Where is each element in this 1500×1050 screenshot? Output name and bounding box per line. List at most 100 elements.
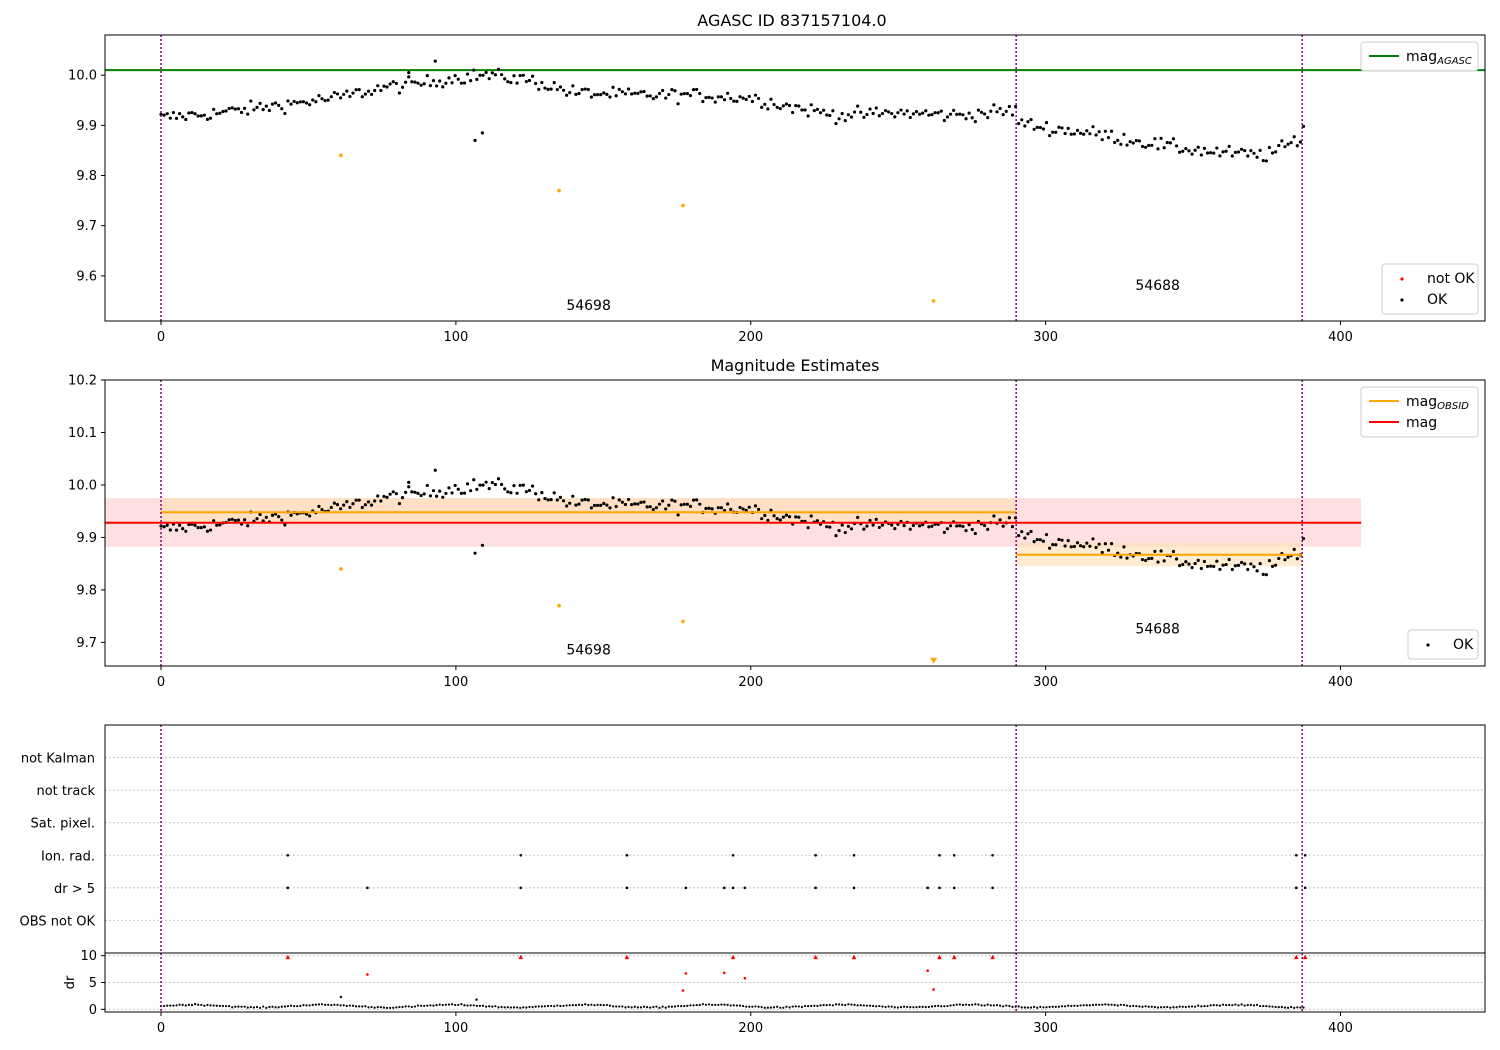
ok-point	[480, 543, 485, 547]
ok-point	[1181, 149, 1185, 153]
ok-point	[976, 108, 981, 112]
ok-point	[1097, 130, 1101, 134]
ok-point	[896, 111, 900, 115]
ok-point	[552, 491, 556, 495]
ok-point	[484, 480, 488, 484]
ok-point	[236, 518, 241, 522]
ok-point	[218, 523, 222, 527]
ok-point	[825, 113, 829, 117]
ok-point	[218, 111, 222, 115]
ok-point	[620, 500, 624, 504]
dr-point	[850, 1003, 853, 1006]
dr-point	[1085, 1004, 1088, 1007]
ok-point	[921, 523, 925, 527]
ok-point	[558, 85, 563, 89]
dr-point	[221, 1004, 225, 1008]
ok-point	[1181, 562, 1185, 567]
ok-point	[431, 489, 436, 493]
ok-point	[1122, 545, 1126, 549]
dr-point	[754, 1005, 757, 1008]
ok-point	[704, 96, 708, 100]
dr-point	[1194, 1005, 1197, 1008]
dr-point	[543, 1005, 547, 1008]
dr-point	[1271, 1005, 1274, 1008]
ok-point	[286, 99, 290, 103]
ok-point	[911, 523, 915, 528]
flag-point	[731, 853, 735, 857]
ok-point	[986, 527, 990, 531]
dr-point	[766, 1006, 769, 1009]
dr-point	[692, 1004, 695, 1007]
dr-point	[249, 1005, 252, 1009]
dr-red-point	[743, 976, 747, 980]
dr-point	[172, 1004, 175, 1007]
ok-point	[1119, 142, 1123, 146]
dr-point	[590, 1003, 593, 1006]
ok-point	[651, 97, 655, 101]
ok-point	[1267, 145, 1272, 150]
ok-point	[478, 73, 482, 77]
dr-point	[1265, 1004, 1268, 1008]
ok-point	[948, 112, 953, 116]
ok-point	[828, 113, 832, 118]
dr-point	[494, 1005, 497, 1008]
ok-point	[339, 507, 343, 511]
flag-point	[952, 886, 956, 890]
flag-point	[731, 886, 735, 890]
dr-point	[822, 1004, 825, 1007]
ok-point	[1274, 150, 1278, 154]
ok-point	[574, 503, 578, 507]
dr-point	[865, 1004, 869, 1007]
ok-point	[1060, 126, 1064, 130]
ok-point	[1103, 542, 1107, 546]
dr-point	[370, 1005, 373, 1009]
ok-point	[846, 524, 850, 528]
ok-point	[233, 107, 237, 111]
ok-point	[998, 106, 1002, 111]
dr-point	[800, 1005, 804, 1009]
ok-point	[270, 102, 275, 106]
ok-point	[1261, 572, 1265, 576]
flag-point	[852, 886, 856, 890]
dr-point	[1262, 1004, 1265, 1008]
dr-point	[522, 1006, 525, 1009]
ok-point	[837, 117, 841, 121]
dr-point	[618, 1005, 621, 1008]
ok-point	[456, 487, 460, 491]
ok-point	[899, 108, 903, 112]
dr-point	[1290, 1005, 1293, 1009]
y-tick-label: 10.2	[68, 374, 97, 389]
ok-point	[546, 498, 550, 502]
ok-point	[277, 515, 281, 519]
ok-point	[407, 75, 411, 79]
ok-point	[809, 514, 813, 518]
ok-point	[258, 512, 262, 517]
ok-point	[967, 111, 971, 115]
dr-point	[918, 1005, 921, 1009]
ok-point	[205, 117, 210, 121]
obsid-annotation: 54688	[1135, 622, 1180, 638]
dr-point	[1231, 1004, 1234, 1007]
dr-point	[519, 1006, 522, 1010]
ok-point	[992, 103, 996, 107]
ok-point	[580, 88, 584, 92]
ok-point	[726, 502, 730, 506]
dr-point	[701, 1003, 704, 1006]
ok-point	[1270, 564, 1275, 568]
ok-point	[243, 518, 247, 522]
ok-point	[1066, 538, 1070, 543]
dr-point	[1286, 1006, 1290, 1009]
ok-point	[818, 111, 823, 115]
dr-point	[757, 1005, 760, 1008]
dr-point	[531, 1006, 534, 1009]
dr-point	[1200, 1005, 1203, 1008]
ok-point	[298, 100, 302, 104]
ok-point	[1134, 139, 1138, 143]
dr-point	[791, 1005, 794, 1008]
dr-point	[512, 1006, 516, 1009]
dr-point	[844, 1004, 847, 1007]
ok-point	[1144, 558, 1148, 563]
legend-box	[1360, 41, 1479, 72]
ok-point	[444, 491, 448, 496]
dr-point	[841, 1003, 844, 1006]
